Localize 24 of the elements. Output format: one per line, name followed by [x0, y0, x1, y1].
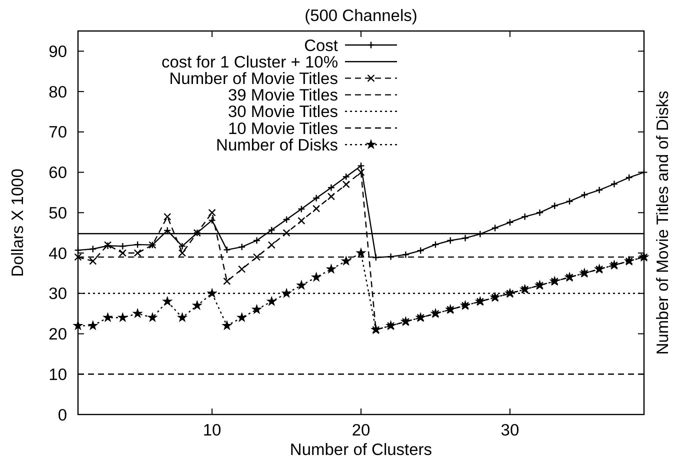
- x-axis-title: Number of Clusters: [290, 441, 432, 459]
- y-tick-label: 70: [48, 124, 67, 142]
- legend-label: 30 Movie Titles: [228, 103, 338, 122]
- y-axis-title: Dollars X 1000: [9, 168, 27, 277]
- x-tick-label: 30: [500, 422, 520, 440]
- y2-axis-title: Number of Movie Titles and of Disks: [654, 90, 672, 355]
- y-tick-label: 20: [48, 326, 67, 344]
- legend-label: 39 Movie Titles: [228, 86, 338, 105]
- legend-label: cost for 1 Cluster + 10%: [161, 53, 338, 72]
- x-tick-label: 10: [202, 422, 222, 440]
- y-tick-label: 30: [48, 285, 67, 304]
- legend-label: Number of Movie Titles: [169, 70, 338, 88]
- y-tick-label: 10: [48, 366, 67, 384]
- legend-label: 10 Movie Titles: [228, 120, 338, 138]
- y-tick-label: 0: [58, 406, 67, 424]
- chart-title: (500 Channels): [304, 7, 418, 25]
- y-tick-label: 90: [48, 42, 67, 61]
- x-tick-label: 20: [352, 422, 370, 440]
- y-tick-label: 60: [48, 164, 67, 182]
- y-tick-label: 80: [48, 83, 67, 102]
- legend-label: Cost: [304, 36, 338, 55]
- y-tick-label: 50: [48, 204, 67, 222]
- y-tick-label: 40: [48, 244, 67, 263]
- legend-label: Number of Disks: [216, 136, 338, 154]
